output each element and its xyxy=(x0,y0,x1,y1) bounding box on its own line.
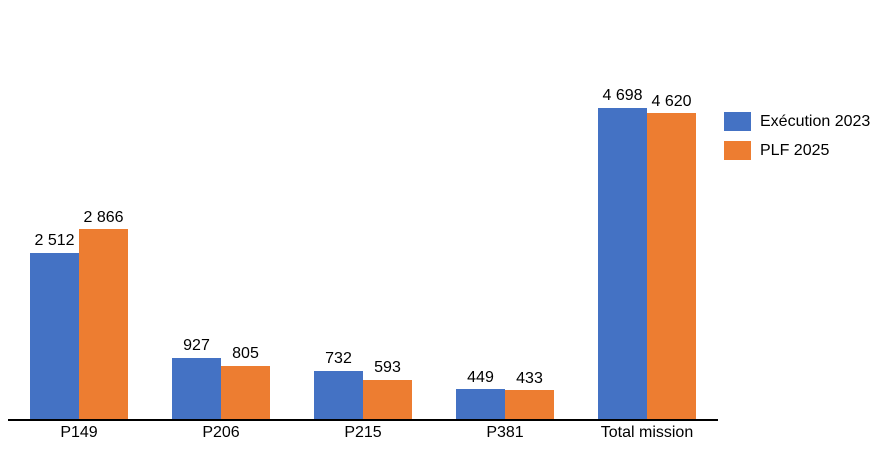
value-label: 593 xyxy=(374,359,401,377)
legend-label: Exécution 2023 xyxy=(760,112,871,130)
category-group: 732 593 xyxy=(292,0,434,419)
value-label: 927 xyxy=(183,337,210,355)
bar-column: 433 xyxy=(505,370,554,419)
category-group: 927 805 xyxy=(150,0,292,419)
bar-column: 927 xyxy=(172,337,221,419)
bar-column: 4 698 xyxy=(598,87,647,419)
bar xyxy=(172,357,221,419)
legend-item: Exécution 2023 xyxy=(724,112,870,131)
value-label: 4 698 xyxy=(602,87,643,105)
bar-column: 732 xyxy=(314,350,363,419)
bar xyxy=(647,113,696,419)
bar xyxy=(363,379,412,419)
category-label: P206 xyxy=(202,424,240,441)
value-label: 4 620 xyxy=(651,92,692,110)
category-label: P149 xyxy=(60,424,98,441)
category-label: Total mission xyxy=(600,424,694,441)
legend-swatch xyxy=(724,141,751,160)
bar-column: 449 xyxy=(456,369,505,419)
category-group: 4 698 4 620 xyxy=(576,0,718,419)
bar xyxy=(79,229,128,419)
x-axis-labels: P149 P206 P215 P381 Total mission xyxy=(8,424,718,442)
bar xyxy=(221,365,270,419)
value-label: 732 xyxy=(325,349,352,367)
bar xyxy=(314,370,363,419)
bar xyxy=(505,390,554,419)
bar xyxy=(598,108,647,419)
bar-column: 805 xyxy=(221,345,270,419)
bar xyxy=(30,252,79,419)
value-label: 805 xyxy=(232,345,259,363)
legend-label: PLF 2025 xyxy=(760,141,830,159)
bar xyxy=(456,389,505,419)
category-label: P381 xyxy=(486,424,524,441)
bar-column: 4 620 xyxy=(647,93,696,419)
category-group: 449 433 xyxy=(434,0,576,419)
plot-area: 2 512 2 866 927 805 732 593 449 433 4 698 4 620 xyxy=(8,0,718,421)
category-label: P215 xyxy=(344,424,382,441)
bar-column: 2 866 xyxy=(79,209,128,419)
bar-column: 593 xyxy=(363,359,412,419)
value-label: 449 xyxy=(467,368,494,386)
value-label: 433 xyxy=(516,369,543,387)
legend: Exécution 2023 PLF 2025 xyxy=(724,112,870,160)
category-group: 2 512 2 866 xyxy=(8,0,150,419)
legend-swatch xyxy=(724,112,751,131)
value-label: 2 512 xyxy=(34,232,75,250)
legend-item: PLF 2025 xyxy=(724,141,870,160)
bar-column: 2 512 xyxy=(30,232,79,419)
value-label: 2 866 xyxy=(83,208,124,226)
